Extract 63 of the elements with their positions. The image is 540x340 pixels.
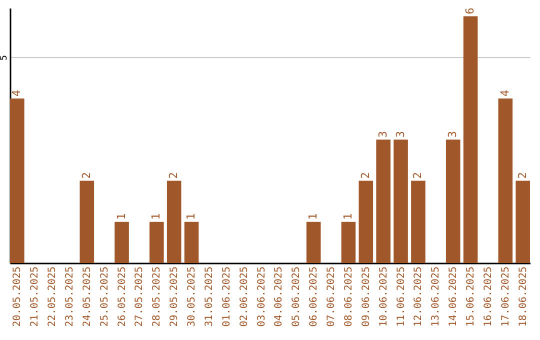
- bar: [10, 98, 24, 263]
- x-tick-label: 30.05.2025: [186, 266, 198, 327]
- bar: [150, 222, 164, 263]
- x-tick-label: 20.05.2025: [12, 266, 24, 327]
- x-tick-label: 17.06.2025: [500, 266, 512, 327]
- x-tick-label: 03.06.2025: [256, 266, 268, 327]
- data-label: 1: [306, 213, 320, 220]
- x-tick-label: 04.06.2025: [274, 266, 285, 327]
- data-label: 2: [411, 172, 424, 179]
- x-tick-label: 29.05.2025: [169, 266, 180, 327]
- bar: [184, 222, 199, 263]
- data-label: 2: [167, 172, 180, 179]
- x-tick-label: 22.05.2025: [47, 266, 58, 327]
- x-tick-label: 24.05.2025: [82, 266, 93, 327]
- bar: [516, 180, 530, 263]
- x-tick-label: 16.06.2025: [482, 266, 494, 327]
- x-tick-label: 31.05.2025: [204, 266, 215, 327]
- x-tick-label: 21.05.2025: [30, 266, 41, 327]
- data-label: 4: [498, 89, 512, 96]
- x-tick-label: 02.06.2025: [238, 266, 250, 327]
- x-tick-label: 14.06.2025: [448, 266, 460, 327]
- x-tick-label: 26.05.2025: [116, 266, 128, 327]
- x-tick-label: 23.05.2025: [64, 266, 76, 327]
- bar: [498, 98, 513, 263]
- x-tick-label: 08.06.2025: [343, 266, 354, 327]
- data-label: 3: [376, 130, 390, 138]
- bar: [166, 180, 182, 263]
- data-label: 3: [394, 130, 407, 138]
- data-label: 2: [80, 172, 93, 179]
- data-label: 1: [150, 213, 163, 220]
- data-label: 2: [516, 172, 529, 179]
- bar: [394, 140, 408, 263]
- data-label: 3: [446, 130, 460, 138]
- x-tick-label: 27.05.2025: [134, 266, 146, 327]
- x-tick-label: 12.06.2025: [413, 266, 424, 327]
- y-tick-label: 5: [0, 55, 10, 61]
- x-tick-label: 25.05.2025: [99, 266, 110, 327]
- x-tick-label: 28.05.2025: [152, 266, 163, 327]
- bar: [358, 180, 374, 263]
- bar: [411, 180, 426, 263]
- data-label: 6: [464, 8, 477, 14]
- x-tick-label: 15.06.2025: [466, 266, 477, 327]
- data-label: 1: [184, 213, 198, 220]
- x-tick-label: 13.06.2025: [430, 266, 442, 327]
- bar: [446, 140, 460, 263]
- x-tick-label: 06.06.2025: [308, 266, 320, 327]
- data-label: 4: [10, 89, 24, 96]
- data-label: 2: [358, 172, 372, 179]
- x-tick-label: 07.06.2025: [326, 266, 338, 327]
- x-tick-label: 05.06.2025: [291, 266, 302, 327]
- data-label: 1: [341, 213, 354, 220]
- x-tick-label: 10.06.2025: [378, 266, 390, 327]
- bar: [376, 140, 390, 263]
- x-tick-label: 11.06.2025: [396, 266, 407, 327]
- bar: [306, 222, 321, 263]
- x-tick-label: 09.06.2025: [360, 266, 372, 327]
- x-tick-label: 01.06.2025: [221, 266, 232, 327]
- bar: [341, 222, 356, 263]
- bar: [463, 16, 478, 263]
- bar: [80, 180, 94, 263]
- x-tick-label: 18.06.2025: [518, 266, 529, 327]
- bar: [114, 222, 129, 263]
- data-label: 1: [114, 213, 128, 220]
